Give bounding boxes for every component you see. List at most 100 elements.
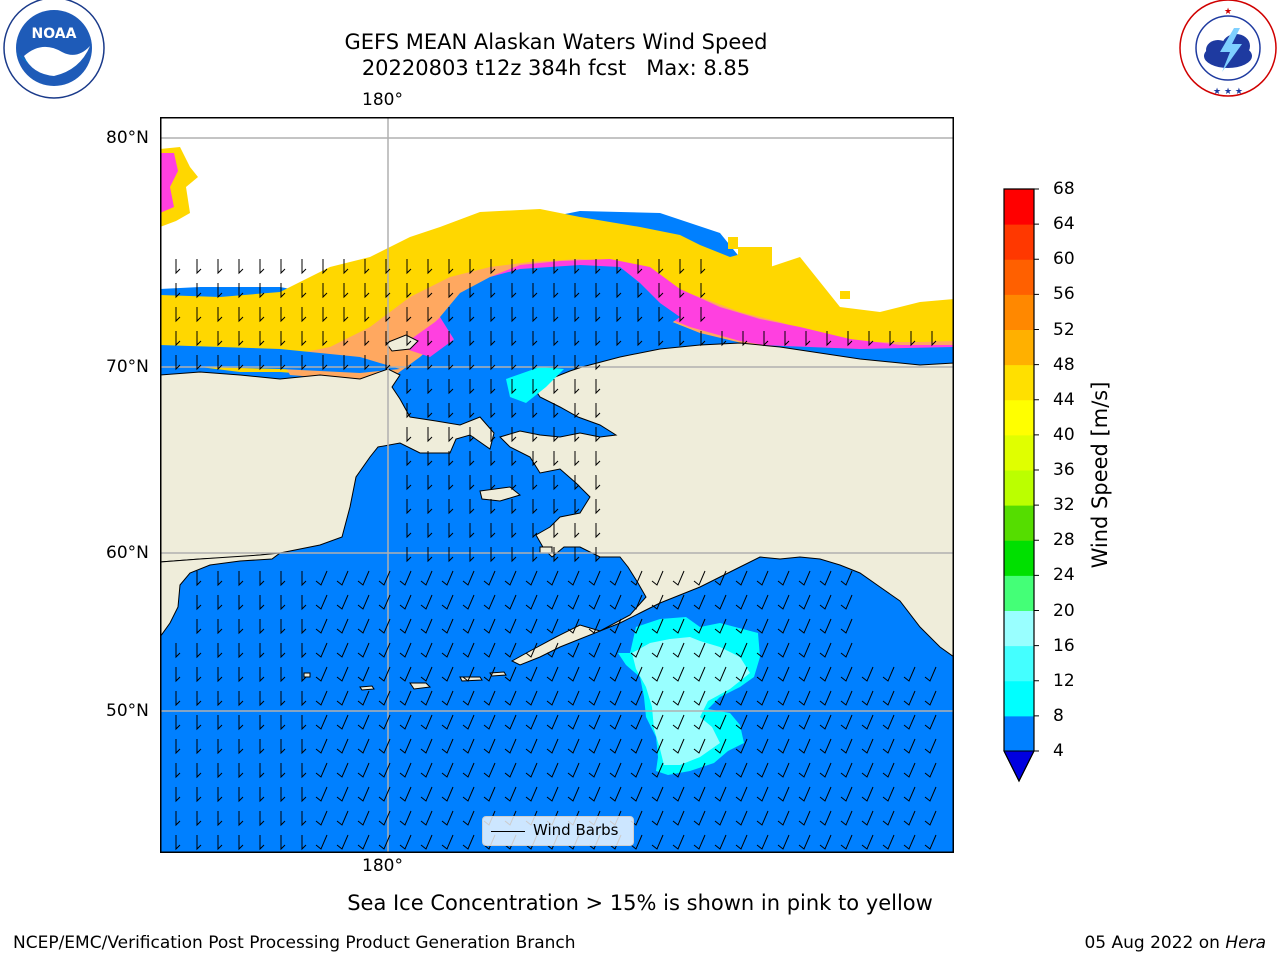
wind-barb: [490, 379, 496, 395]
wind-barb: [301, 307, 307, 323]
wind-barb: [931, 331, 937, 347]
wind-barb: [672, 738, 685, 754]
wind-barb: [798, 594, 811, 610]
wind-barb: [903, 666, 916, 682]
map-svg: [160, 117, 954, 853]
wind-barb: [672, 786, 685, 802]
wind-barb: [217, 715, 223, 731]
wind-barb: [651, 738, 664, 754]
wind-barb: [910, 331, 916, 347]
wind-barb: [840, 666, 853, 682]
wind-barb: [378, 714, 391, 730]
wind-barb: [511, 355, 517, 371]
wind-barb: [532, 259, 538, 275]
wind-barb: [280, 571, 286, 587]
wind-barb: [427, 379, 433, 395]
wind-barb: [616, 259, 622, 275]
wind-barb: [630, 642, 643, 658]
wind-barb: [777, 618, 790, 634]
wind-barb: [469, 283, 475, 299]
wind-barb: [259, 643, 265, 659]
wind-barb: [504, 642, 517, 658]
wind-barb: [259, 715, 265, 731]
wind-barb: [511, 499, 517, 515]
wind-barb: [651, 810, 664, 826]
siberia-land: [160, 368, 495, 563]
wind-barb: [567, 786, 580, 802]
wind-barb: [525, 642, 538, 658]
wind-barb: [357, 834, 370, 850]
colorbar-segment: [1004, 645, 1034, 682]
wind-barb: [420, 570, 433, 586]
wind-barb: [441, 762, 454, 778]
wind-barb: [721, 331, 727, 347]
legend-label: Wind Barbs: [533, 821, 619, 839]
colorbar-segment: [1004, 610, 1034, 647]
wind-barb: [490, 307, 496, 323]
wind-barb: [735, 738, 748, 754]
wind-barb: [595, 427, 601, 443]
wind-barb: [448, 427, 454, 443]
wind-barb: [763, 331, 769, 347]
wind-barb: [840, 810, 853, 826]
wind-barb: [385, 307, 391, 323]
wind-barb: [315, 834, 328, 850]
colorbar-segment: [1004, 399, 1034, 436]
wind-barb: [574, 307, 580, 323]
wind-barb: [798, 738, 811, 754]
wind-barb: [567, 714, 580, 730]
wind-barb: [511, 523, 517, 539]
wind-barb: [399, 762, 412, 778]
colorbar-tick-label: 52: [1053, 319, 1075, 340]
wind-barb: [861, 762, 874, 778]
wind-barb: [693, 834, 706, 850]
wind-barb: [217, 811, 223, 827]
wind-barb: [490, 427, 496, 443]
wind-barb: [903, 762, 916, 778]
wind-barb: [336, 786, 349, 802]
wind-barb: [630, 834, 643, 850]
wind-barb: [630, 570, 643, 586]
wind-barb: [714, 690, 727, 706]
wind-barb: [546, 690, 559, 706]
wind-barb: [427, 499, 433, 515]
kamchatka-land: [160, 552, 282, 638]
chart-title-line1: GEFS MEAN Alaskan Waters Wind Speed: [344, 30, 768, 54]
wind-barb: [301, 739, 307, 755]
wind-barb: [315, 594, 328, 610]
wind-barb: [196, 355, 202, 371]
wind-barb: [672, 618, 685, 634]
wind-barb: [399, 642, 412, 658]
wind-barb: [777, 690, 790, 706]
wind-barb: [217, 331, 223, 347]
wind-barb: [441, 714, 454, 730]
wind-barb: [735, 834, 748, 850]
colorbar-segment: [1004, 680, 1034, 717]
wind-barb: [595, 451, 601, 467]
wind-barb: [777, 714, 790, 730]
wind-barb: [840, 738, 853, 754]
colorbar-segment: [1004, 715, 1034, 752]
wind-barb: [427, 403, 433, 419]
wind-barb: [406, 331, 412, 347]
wind-barb: [924, 738, 937, 754]
wind-barb: [441, 642, 454, 658]
arctic-open-water: [440, 265, 680, 349]
wind-barb: [490, 331, 496, 347]
wind-barb: [609, 618, 622, 634]
wind-barb: [714, 786, 727, 802]
wind-barb: [546, 666, 559, 682]
wind-barb: [238, 307, 244, 323]
wind-barb: [861, 834, 874, 850]
wind-barb: [924, 690, 937, 706]
wind-barb: [448, 403, 454, 419]
wind-barb: [399, 738, 412, 754]
wind-barb: [196, 643, 202, 659]
wind-barb: [714, 666, 727, 682]
wind-barb: [238, 787, 244, 803]
wind-barb: [427, 451, 433, 467]
wind-barb: [441, 618, 454, 634]
island: [539, 546, 553, 554]
wind-barb: [336, 690, 349, 706]
wind-barb: [238, 595, 244, 611]
